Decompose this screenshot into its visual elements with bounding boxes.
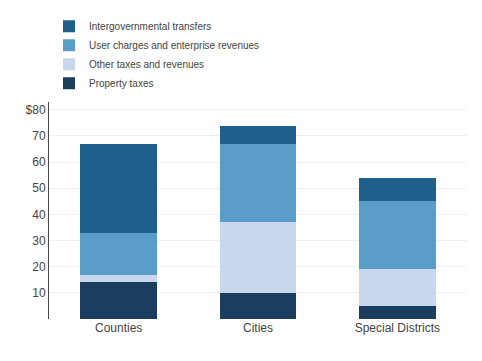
svg-text:Other taxes and revenues: Other taxes and revenues bbox=[89, 59, 204, 70]
svg-text:Counties: Counties bbox=[95, 321, 142, 335]
svg-text:30: 30 bbox=[32, 234, 46, 248]
svg-text:Cities: Cities bbox=[243, 321, 273, 335]
svg-text:User charges and enterprise re: User charges and enterprise revenues bbox=[89, 40, 259, 51]
svg-text:Special Districts: Special Districts bbox=[355, 321, 440, 335]
svg-text:Intergovernmental transfers: Intergovernmental transfers bbox=[89, 21, 211, 32]
svg-text:$80: $80 bbox=[26, 103, 46, 117]
svg-text:20: 20 bbox=[32, 260, 46, 274]
svg-text:Property taxes: Property taxes bbox=[89, 78, 153, 89]
svg-text:50: 50 bbox=[32, 181, 46, 195]
svg-text:10: 10 bbox=[32, 286, 46, 300]
svg-text:60: 60 bbox=[32, 155, 46, 169]
svg-text:70: 70 bbox=[32, 129, 46, 143]
svg-text:40: 40 bbox=[32, 208, 46, 222]
